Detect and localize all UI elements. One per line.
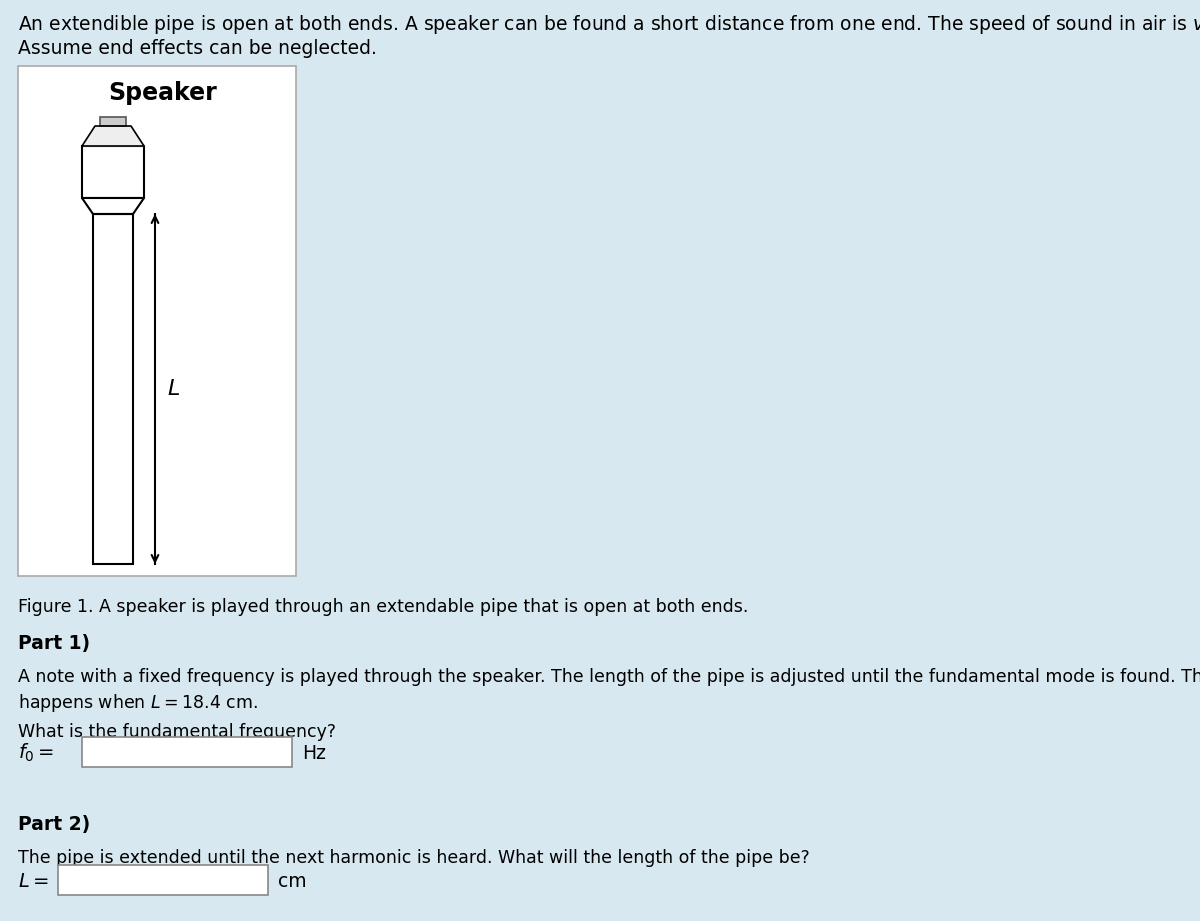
Bar — [100, 117, 126, 126]
Text: Speaker: Speaker — [108, 81, 217, 105]
Text: Part 1): Part 1) — [18, 634, 90, 653]
Text: The pipe is extended until the next harmonic is heard. What will the length of t: The pipe is extended until the next harm… — [18, 849, 810, 867]
Text: An extendible pipe is open at both ends. A speaker can be found a short distance: An extendible pipe is open at both ends.… — [18, 13, 1200, 36]
Text: Part 2): Part 2) — [18, 815, 90, 834]
Text: A note with a fixed frequency is played through the speaker. The length of the p: A note with a fixed frequency is played … — [18, 668, 1200, 686]
Text: $f_0 =$: $f_0 =$ — [18, 741, 54, 764]
Text: Figure 1. A speaker is played through an extendable pipe that is open at both en: Figure 1. A speaker is played through an… — [18, 598, 749, 616]
Text: cm: cm — [278, 871, 307, 891]
Bar — [94, 214, 133, 564]
Text: happens when $L = 18.4$ cm.: happens when $L = 18.4$ cm. — [18, 692, 258, 714]
Text: What is the fundamental frequency?: What is the fundamental frequency? — [18, 723, 336, 741]
Text: $L =$: $L =$ — [18, 871, 49, 891]
Bar — [82, 146, 144, 198]
Text: Assume end effects can be neglected.: Assume end effects can be neglected. — [18, 39, 377, 58]
Bar — [58, 865, 268, 895]
Bar — [82, 737, 292, 767]
Polygon shape — [82, 126, 144, 146]
Bar — [18, 66, 296, 576]
Text: Hz: Hz — [302, 743, 326, 763]
Polygon shape — [82, 198, 144, 214]
Text: $L$: $L$ — [167, 379, 180, 399]
